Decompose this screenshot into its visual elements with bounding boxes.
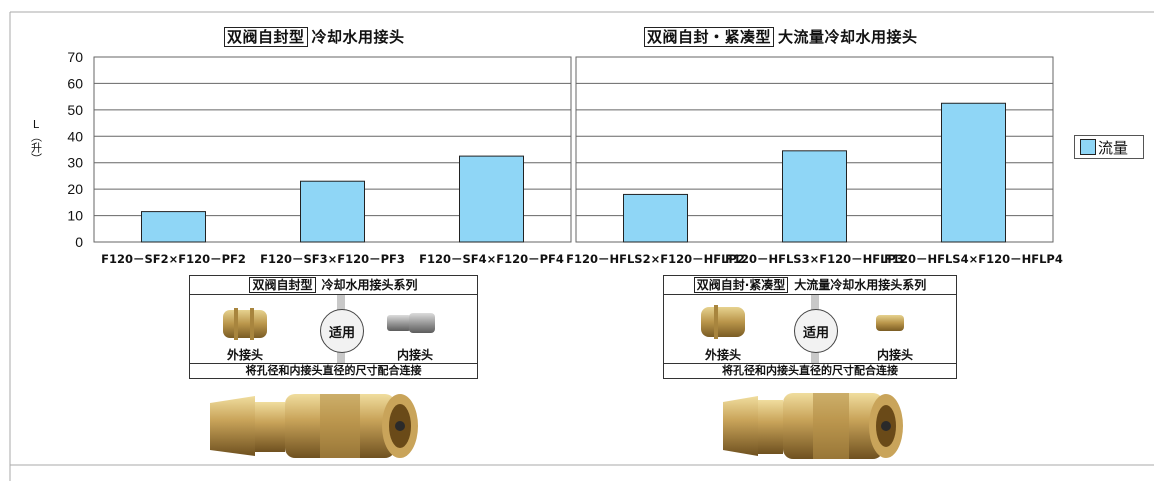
x-tick-label: F120－SF2×F120－PF2 <box>101 252 246 266</box>
socket-small-image <box>223 308 267 340</box>
y-axis-ticks: 0 10 20 30 40 50 60 70 <box>67 49 83 250</box>
y-tick-label: 50 <box>67 102 83 118</box>
chart-1-title: 双阀自封型 冷却水用接头 <box>224 26 405 47</box>
legend-label: 流量 <box>1098 138 1129 157</box>
chart-2-title-text: 大流量冷却水用接头 <box>778 28 918 46</box>
y-tick-label: 0 <box>75 234 83 250</box>
y-axis-label: L （升） <box>29 118 43 164</box>
product-panel-2: 双阀自封·紧凑型 大流量冷却水用接头系列 外接头 适用 内接头 将孔径和内接头直径… <box>663 275 957 379</box>
chart-legend: 流量 <box>1074 135 1144 159</box>
panel-2-compatible-badge: 适用 <box>794 309 838 353</box>
y-axis-label-unit: L <box>32 118 40 131</box>
y-tick-label: 70 <box>67 49 83 65</box>
panel-2-title-text: 大流量冷却水用接头系列 <box>794 278 927 292</box>
coupling-large-image-2 <box>723 393 903 459</box>
product-panel-1: 双阀自封型 冷却水用接头系列 外接头 适用 内接头 将孔径和内接头直径的尺寸配合连… <box>189 275 478 379</box>
panel-1-left-caption: 外接头 <box>226 348 263 362</box>
panel-1-right-caption: 内接头 <box>396 348 433 362</box>
bar-2-1 <box>623 193 688 243</box>
x-tick-label: F120－HFLS4×F120－HFLP4 <box>884 252 1063 266</box>
x-tick-label: F120－SF3×F120－PF3 <box>260 252 405 266</box>
y-axis-label-name: （升） <box>29 131 43 164</box>
panel-1-title-text: 冷却水用接头系列 <box>321 278 418 292</box>
bar-1-3 <box>459 155 524 243</box>
y-tick-label: 40 <box>67 128 83 144</box>
panel-2-footer: 将孔径和内接头直径的尺寸配合连接 <box>664 363 956 378</box>
panel-1-title: 双阀自封型 冷却水用接头系列 <box>190 276 477 295</box>
plug-small-image <box>876 315 904 331</box>
x-tick-label: F120－HFLS2×F120－HFLP2 <box>566 252 745 266</box>
chart-2-title-boxed: 双阀自封・紧凑型 <box>644 27 775 47</box>
chart-2-title: 双阀自封・紧凑型 大流量冷却水用接头 <box>644 26 918 47</box>
panel-1-compatible-badge: 适用 <box>320 309 364 353</box>
chart-1-title-boxed: 双阀自封型 <box>224 27 308 47</box>
panel-1-title-boxed: 双阀自封型 <box>249 277 316 293</box>
y-tick-label: 20 <box>67 181 83 197</box>
y-tick-label: 60 <box>67 75 83 91</box>
y-tick-label: 30 <box>67 155 83 171</box>
legend-swatch <box>1080 139 1096 155</box>
y-tick-label: 10 <box>67 208 83 224</box>
socket-small-image <box>701 305 745 339</box>
bar-1-1 <box>141 211 206 243</box>
panel-1-footer: 将孔径和内接头直径的尺寸配合连接 <box>190 363 477 378</box>
chart-2-plot: F120－HFLS2×F120－HFLP2F120－HFLS3×F120－HFL… <box>566 56 1063 266</box>
plug-small-image <box>387 313 435 333</box>
panel-2-title-boxed: 双阀自封·紧凑型 <box>693 277 789 293</box>
x-tick-label: F120－HFLS3×F120－HFLP3 <box>725 252 904 266</box>
chart-1-plot: F120－SF2×F120－PF2 F120－SF3×F120－PF3 F120－S… <box>93 56 572 266</box>
bar-1-2 <box>300 180 365 243</box>
bar-2-2 <box>782 150 847 243</box>
panel-2-right-caption: 内接头 <box>876 348 913 362</box>
chart-1-title-text: 冷却水用接头 <box>311 28 405 46</box>
bar-2-3 <box>941 102 1006 243</box>
panel-2-left-caption: 外接头 <box>704 348 741 362</box>
x-tick-label: F120－SF4×F120－PF4 <box>419 252 564 266</box>
coupling-large-image-1 <box>210 394 418 458</box>
panel-2-title: 双阀自封·紧凑型 大流量冷却水用接头系列 <box>664 276 956 295</box>
